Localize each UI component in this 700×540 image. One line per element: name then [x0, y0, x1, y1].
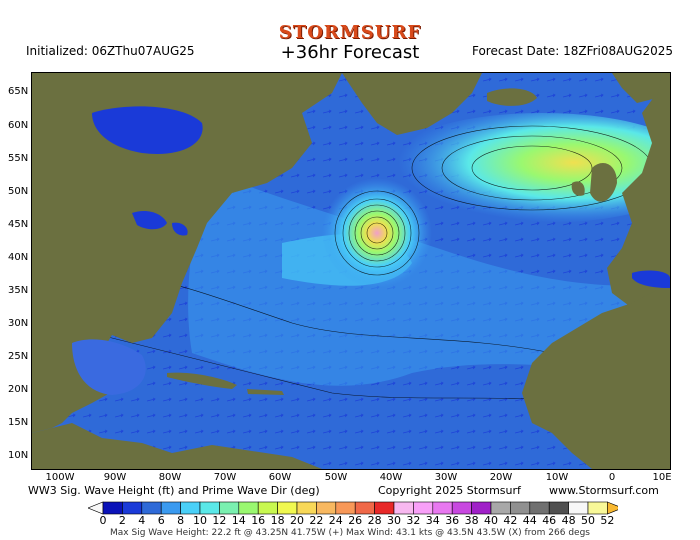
- legend-label: 44: [522, 514, 537, 527]
- legend-label: 20: [290, 514, 304, 527]
- legend-swatch: [102, 501, 123, 515]
- lat-label: 65N: [8, 86, 29, 97]
- legend-label: 14: [231, 514, 246, 527]
- lon-label: 100W: [45, 472, 75, 483]
- legend-label: 38: [464, 514, 479, 527]
- legend-arrow-high: [607, 501, 618, 515]
- legend-swatch: [451, 501, 472, 515]
- legend-label: 32: [406, 514, 421, 527]
- legend-swatch: [471, 501, 492, 515]
- legend-swatch: [296, 501, 317, 515]
- legend-swatch: [160, 501, 181, 515]
- land-europe: [607, 73, 670, 308]
- land-greenland: [342, 73, 482, 135]
- lon-label: 80W: [158, 472, 182, 483]
- storm-center: [322, 178, 432, 288]
- legend-label: 26: [348, 514, 363, 527]
- legend-label: 46: [542, 514, 557, 527]
- legend-swatch: [257, 501, 278, 515]
- legend-swatch: [393, 501, 414, 515]
- color-legend: [88, 501, 618, 515]
- legend-label: 16: [251, 514, 266, 527]
- legend-swatch: [587, 501, 608, 515]
- legend-label: 0: [99, 514, 107, 527]
- copyright-caption: Copyright 2025 Stormsurf: [378, 484, 521, 497]
- legend-label: 24: [328, 514, 343, 527]
- legend-label: 30: [387, 514, 401, 527]
- legend-label: 4: [138, 514, 146, 527]
- legend-swatch: [141, 501, 162, 515]
- legend-swatch: [548, 501, 569, 515]
- lon-label: 70W: [213, 472, 237, 483]
- lat-label: 35N: [8, 285, 29, 296]
- max-stats: Max Sig Wave Height: 22.2 ft @ 43.25N 41…: [110, 528, 590, 538]
- legend-swatch: [219, 501, 240, 515]
- legend-label: 18: [270, 514, 285, 527]
- lat-label: 25N: [8, 351, 29, 362]
- legend-swatch: [180, 501, 201, 515]
- legend-swatch: [529, 501, 550, 515]
- legend-label: 6: [157, 514, 165, 527]
- legend-swatch: [490, 501, 511, 515]
- legend-swatch: [432, 501, 453, 515]
- wave-map-svg: [32, 73, 670, 469]
- legend-swatch: [199, 501, 220, 515]
- legend-label: 2: [118, 514, 126, 527]
- legend-label: 36: [445, 514, 460, 527]
- legend-swatch: [277, 501, 298, 515]
- lon-label: 90W: [103, 472, 127, 483]
- legend-swatch: [374, 501, 395, 515]
- lat-label: 20N: [8, 384, 29, 395]
- lon-label: 60W: [268, 472, 292, 483]
- legend-label: 52: [600, 514, 615, 527]
- legend-swatch: [316, 501, 337, 515]
- forecast-date-label: Forecast Date: 18ZFri08AUG2025: [471, 44, 673, 58]
- legend-label: 10: [193, 514, 207, 527]
- legend-arrow-low: [88, 501, 104, 515]
- legend-label: 50: [581, 514, 595, 527]
- initialized-label: Initialized: 06ZThu07AUG25: [26, 44, 195, 58]
- lon-label: 10E: [652, 472, 672, 483]
- lat-label: 10N: [8, 450, 29, 461]
- legend-label: 28: [367, 514, 382, 527]
- legend-label: 22: [309, 514, 324, 527]
- lon-label: 0: [608, 472, 616, 483]
- lat-label: 15N: [8, 417, 29, 428]
- wave-map: [31, 72, 671, 470]
- legend-swatch: [238, 501, 259, 515]
- product-caption: WW3 Sig. Wave Height (ft) and Prime Wave…: [28, 484, 320, 497]
- lat-label: 40N: [8, 252, 29, 263]
- lon-label: 20W: [489, 472, 513, 483]
- lat-label: 55N: [8, 153, 29, 164]
- legend-swatch: [122, 501, 143, 515]
- legend-label: 8: [177, 514, 185, 527]
- lat-label: 60N: [8, 120, 29, 131]
- website-link[interactable]: www.Stormsurf.com: [549, 484, 659, 497]
- forecast-title: +36hr Forecast: [280, 42, 420, 63]
- land-africa: [522, 283, 670, 469]
- legend-swatch: [510, 501, 531, 515]
- lon-label: 50W: [324, 472, 348, 483]
- legend-swatch: [568, 501, 589, 515]
- legend-label: 34: [425, 514, 440, 527]
- land-north-america: [32, 73, 342, 433]
- lat-label: 50N: [8, 186, 29, 197]
- legend-label: 42: [503, 514, 518, 527]
- lon-label: 10W: [545, 472, 569, 483]
- lat-label: 30N: [8, 318, 29, 329]
- legend-swatch: [413, 501, 434, 515]
- lon-label: 40W: [379, 472, 403, 483]
- legend-swatch: [335, 501, 356, 515]
- legend-swatch: [354, 501, 375, 515]
- legend-label: 12: [212, 514, 227, 527]
- stormsurf-logo: STORMSURF: [278, 22, 422, 43]
- legend-label: 48: [561, 514, 576, 527]
- lat-label: 45N: [8, 219, 29, 230]
- lon-label: 30W: [434, 472, 458, 483]
- legend-label: 40: [484, 514, 498, 527]
